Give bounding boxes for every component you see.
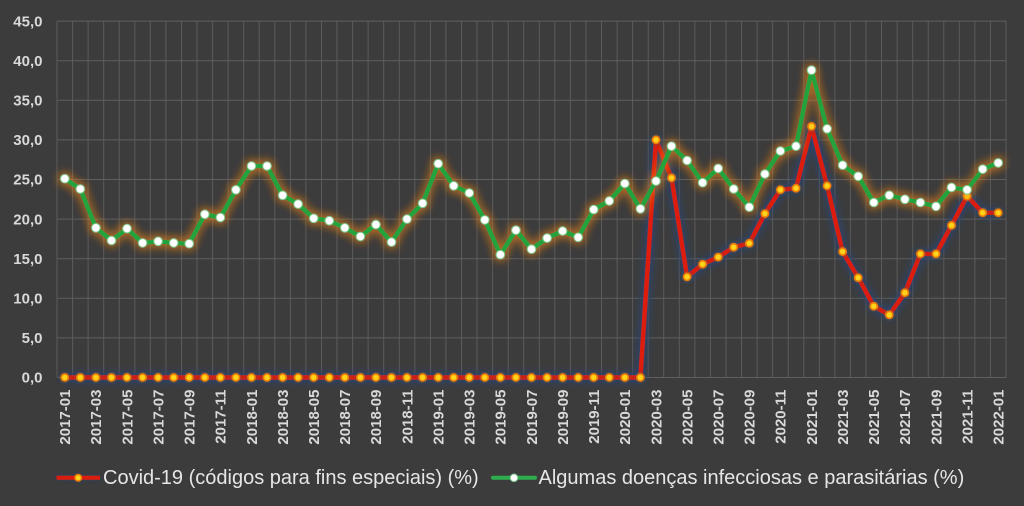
svg-text:2017-09: 2017-09 [182, 390, 199, 445]
svg-text:2021-05: 2021-05 [866, 390, 883, 445]
svg-text:2017-03: 2017-03 [88, 390, 105, 445]
svg-text:2017-11: 2017-11 [213, 390, 230, 444]
svg-text:30,0: 30,0 [13, 132, 42, 149]
svg-text:Covid-19 (códigos para fins es: Covid-19 (códigos para fins especiais) (… [103, 467, 479, 489]
svg-text:2022-01: 2022-01 [991, 390, 1008, 445]
svg-text:10,0: 10,0 [13, 291, 42, 308]
svg-text:2018-09: 2018-09 [368, 390, 385, 445]
svg-text:2018-05: 2018-05 [306, 390, 323, 445]
svg-text:15,0: 15,0 [13, 251, 42, 268]
svg-text:2018-11: 2018-11 [399, 390, 416, 444]
svg-text:45,0: 45,0 [13, 13, 42, 30]
svg-text:2020-09: 2020-09 [742, 390, 759, 445]
svg-text:2020-05: 2020-05 [679, 390, 696, 445]
svg-text:40,0: 40,0 [13, 53, 42, 70]
svg-text:2017-05: 2017-05 [119, 390, 136, 445]
svg-text:25,0: 25,0 [13, 172, 42, 189]
svg-text:2021-03: 2021-03 [835, 390, 852, 445]
svg-text:2019-09: 2019-09 [555, 390, 572, 445]
svg-text:2019-03: 2019-03 [462, 389, 479, 444]
svg-text:2018-07: 2018-07 [337, 390, 354, 445]
svg-text:2018-01: 2018-01 [244, 390, 261, 445]
svg-text:2018-03: 2018-03 [275, 390, 292, 445]
svg-text:2021-11: 2021-11 [959, 390, 976, 444]
svg-text:2019-01: 2019-01 [431, 390, 448, 445]
svg-text:2019-07: 2019-07 [524, 390, 541, 445]
svg-text:20,0: 20,0 [13, 211, 42, 228]
svg-text:2020-07: 2020-07 [711, 390, 728, 445]
svg-text:2017-01: 2017-01 [57, 390, 74, 445]
svg-text:5,0: 5,0 [22, 330, 43, 347]
svg-text:2017-07: 2017-07 [150, 390, 167, 445]
svg-text:Algumas doenças infecciosas e: Algumas doenças infecciosas e parasitári… [539, 467, 965, 489]
svg-text:2020-03: 2020-03 [648, 390, 665, 445]
svg-text:2020-01: 2020-01 [617, 390, 634, 445]
svg-text:2019-11: 2019-11 [586, 390, 603, 444]
svg-text:2019-05: 2019-05 [493, 390, 510, 445]
svg-text:0,0: 0,0 [22, 370, 43, 387]
svg-text:2021-01: 2021-01 [804, 390, 821, 445]
svg-text:35,0: 35,0 [13, 93, 42, 110]
svg-text:2020-11: 2020-11 [773, 390, 790, 444]
svg-text:2021-09: 2021-09 [928, 390, 945, 445]
svg-text:2021-07: 2021-07 [897, 390, 914, 445]
